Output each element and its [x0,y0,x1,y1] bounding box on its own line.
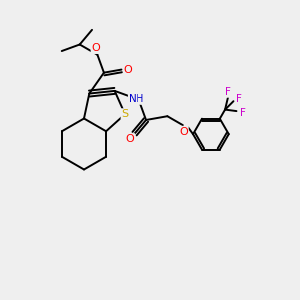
Text: F: F [239,108,245,118]
Text: N: N [129,94,136,104]
Text: H: H [136,94,144,104]
Text: S: S [122,109,129,119]
Text: O: O [126,134,134,144]
Text: F: F [236,94,242,104]
Text: O: O [179,127,188,137]
Text: O: O [124,64,133,75]
Text: F: F [224,87,230,97]
Text: O: O [92,43,100,53]
